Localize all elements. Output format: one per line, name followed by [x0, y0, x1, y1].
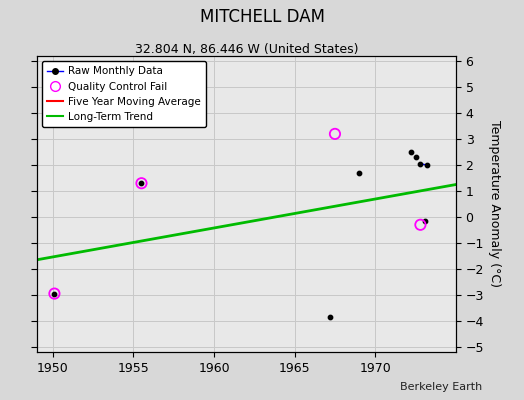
Point: [411, 154, 420, 160]
Point: [416, 222, 424, 228]
Point: [407, 149, 415, 155]
Point: [50, 290, 59, 297]
Point: [416, 160, 424, 167]
Y-axis label: Temperature Anomaly (°C): Temperature Anomaly (°C): [488, 120, 501, 288]
Point: [326, 314, 334, 320]
Point: [421, 218, 430, 224]
Text: Berkeley Earth: Berkeley Earth: [400, 382, 482, 392]
Point: [331, 131, 339, 137]
Point: [137, 180, 146, 186]
Title: 32.804 N, 86.446 W (United States): 32.804 N, 86.446 W (United States): [135, 43, 358, 56]
Legend: Raw Monthly Data, Quality Control Fail, Five Year Moving Average, Long-Term Tren: Raw Monthly Data, Quality Control Fail, …: [42, 61, 206, 127]
Text: MITCHELL DAM: MITCHELL DAM: [200, 8, 324, 26]
Point: [137, 180, 146, 186]
Point: [423, 162, 431, 168]
Point: [355, 170, 363, 176]
Point: [50, 290, 59, 297]
